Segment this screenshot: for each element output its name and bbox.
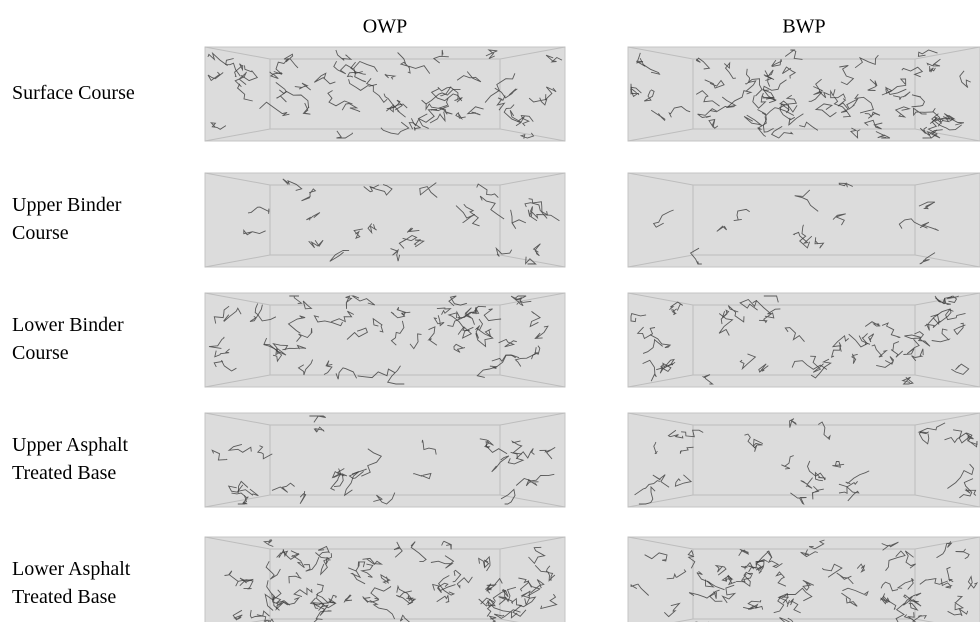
row-label-line: Upper Asphalt bbox=[12, 434, 129, 456]
crack-panel bbox=[628, 293, 980, 387]
panel-bg bbox=[205, 413, 565, 507]
row-label: Lower Asphalt Treated Base bbox=[12, 558, 131, 608]
row-label-line: Treated Base bbox=[12, 586, 116, 608]
row-label: Surface Course bbox=[12, 82, 135, 104]
crack-panel bbox=[205, 173, 565, 267]
figure: OWPBWPSurface CourseUpper BinderCourseLo… bbox=[0, 0, 980, 622]
row-label: Upper Binder Course bbox=[12, 194, 122, 244]
panel-bg bbox=[205, 173, 565, 267]
crack-panel bbox=[205, 413, 565, 507]
crack-panel bbox=[628, 413, 980, 507]
column-header: BWP bbox=[782, 16, 825, 38]
row-label-line: Course bbox=[12, 222, 69, 244]
crack-panel bbox=[628, 47, 980, 141]
row-label-line: Upper Binder bbox=[12, 194, 122, 216]
panel-bg bbox=[628, 413, 980, 507]
panel-bg bbox=[628, 293, 980, 387]
column-header: OWP bbox=[363, 16, 407, 38]
panel-bg bbox=[205, 293, 565, 387]
row-label-line: Treated Base bbox=[12, 462, 116, 484]
row-label-line: Lower Asphalt bbox=[12, 558, 131, 580]
crack-panel bbox=[628, 537, 980, 622]
crack-panel bbox=[628, 173, 980, 267]
row-label-line: Lower Binder bbox=[12, 314, 124, 336]
row-label-line: Surface Course bbox=[12, 82, 135, 104]
row-label: Lower Binder Course bbox=[12, 314, 124, 364]
crack-panel bbox=[205, 47, 565, 141]
panel-bg bbox=[628, 173, 980, 267]
crack-panel bbox=[205, 537, 565, 622]
crack-panel bbox=[205, 293, 565, 387]
row-label-line: Course bbox=[12, 342, 69, 364]
row-label: Upper Asphalt Treated Base bbox=[12, 434, 129, 484]
